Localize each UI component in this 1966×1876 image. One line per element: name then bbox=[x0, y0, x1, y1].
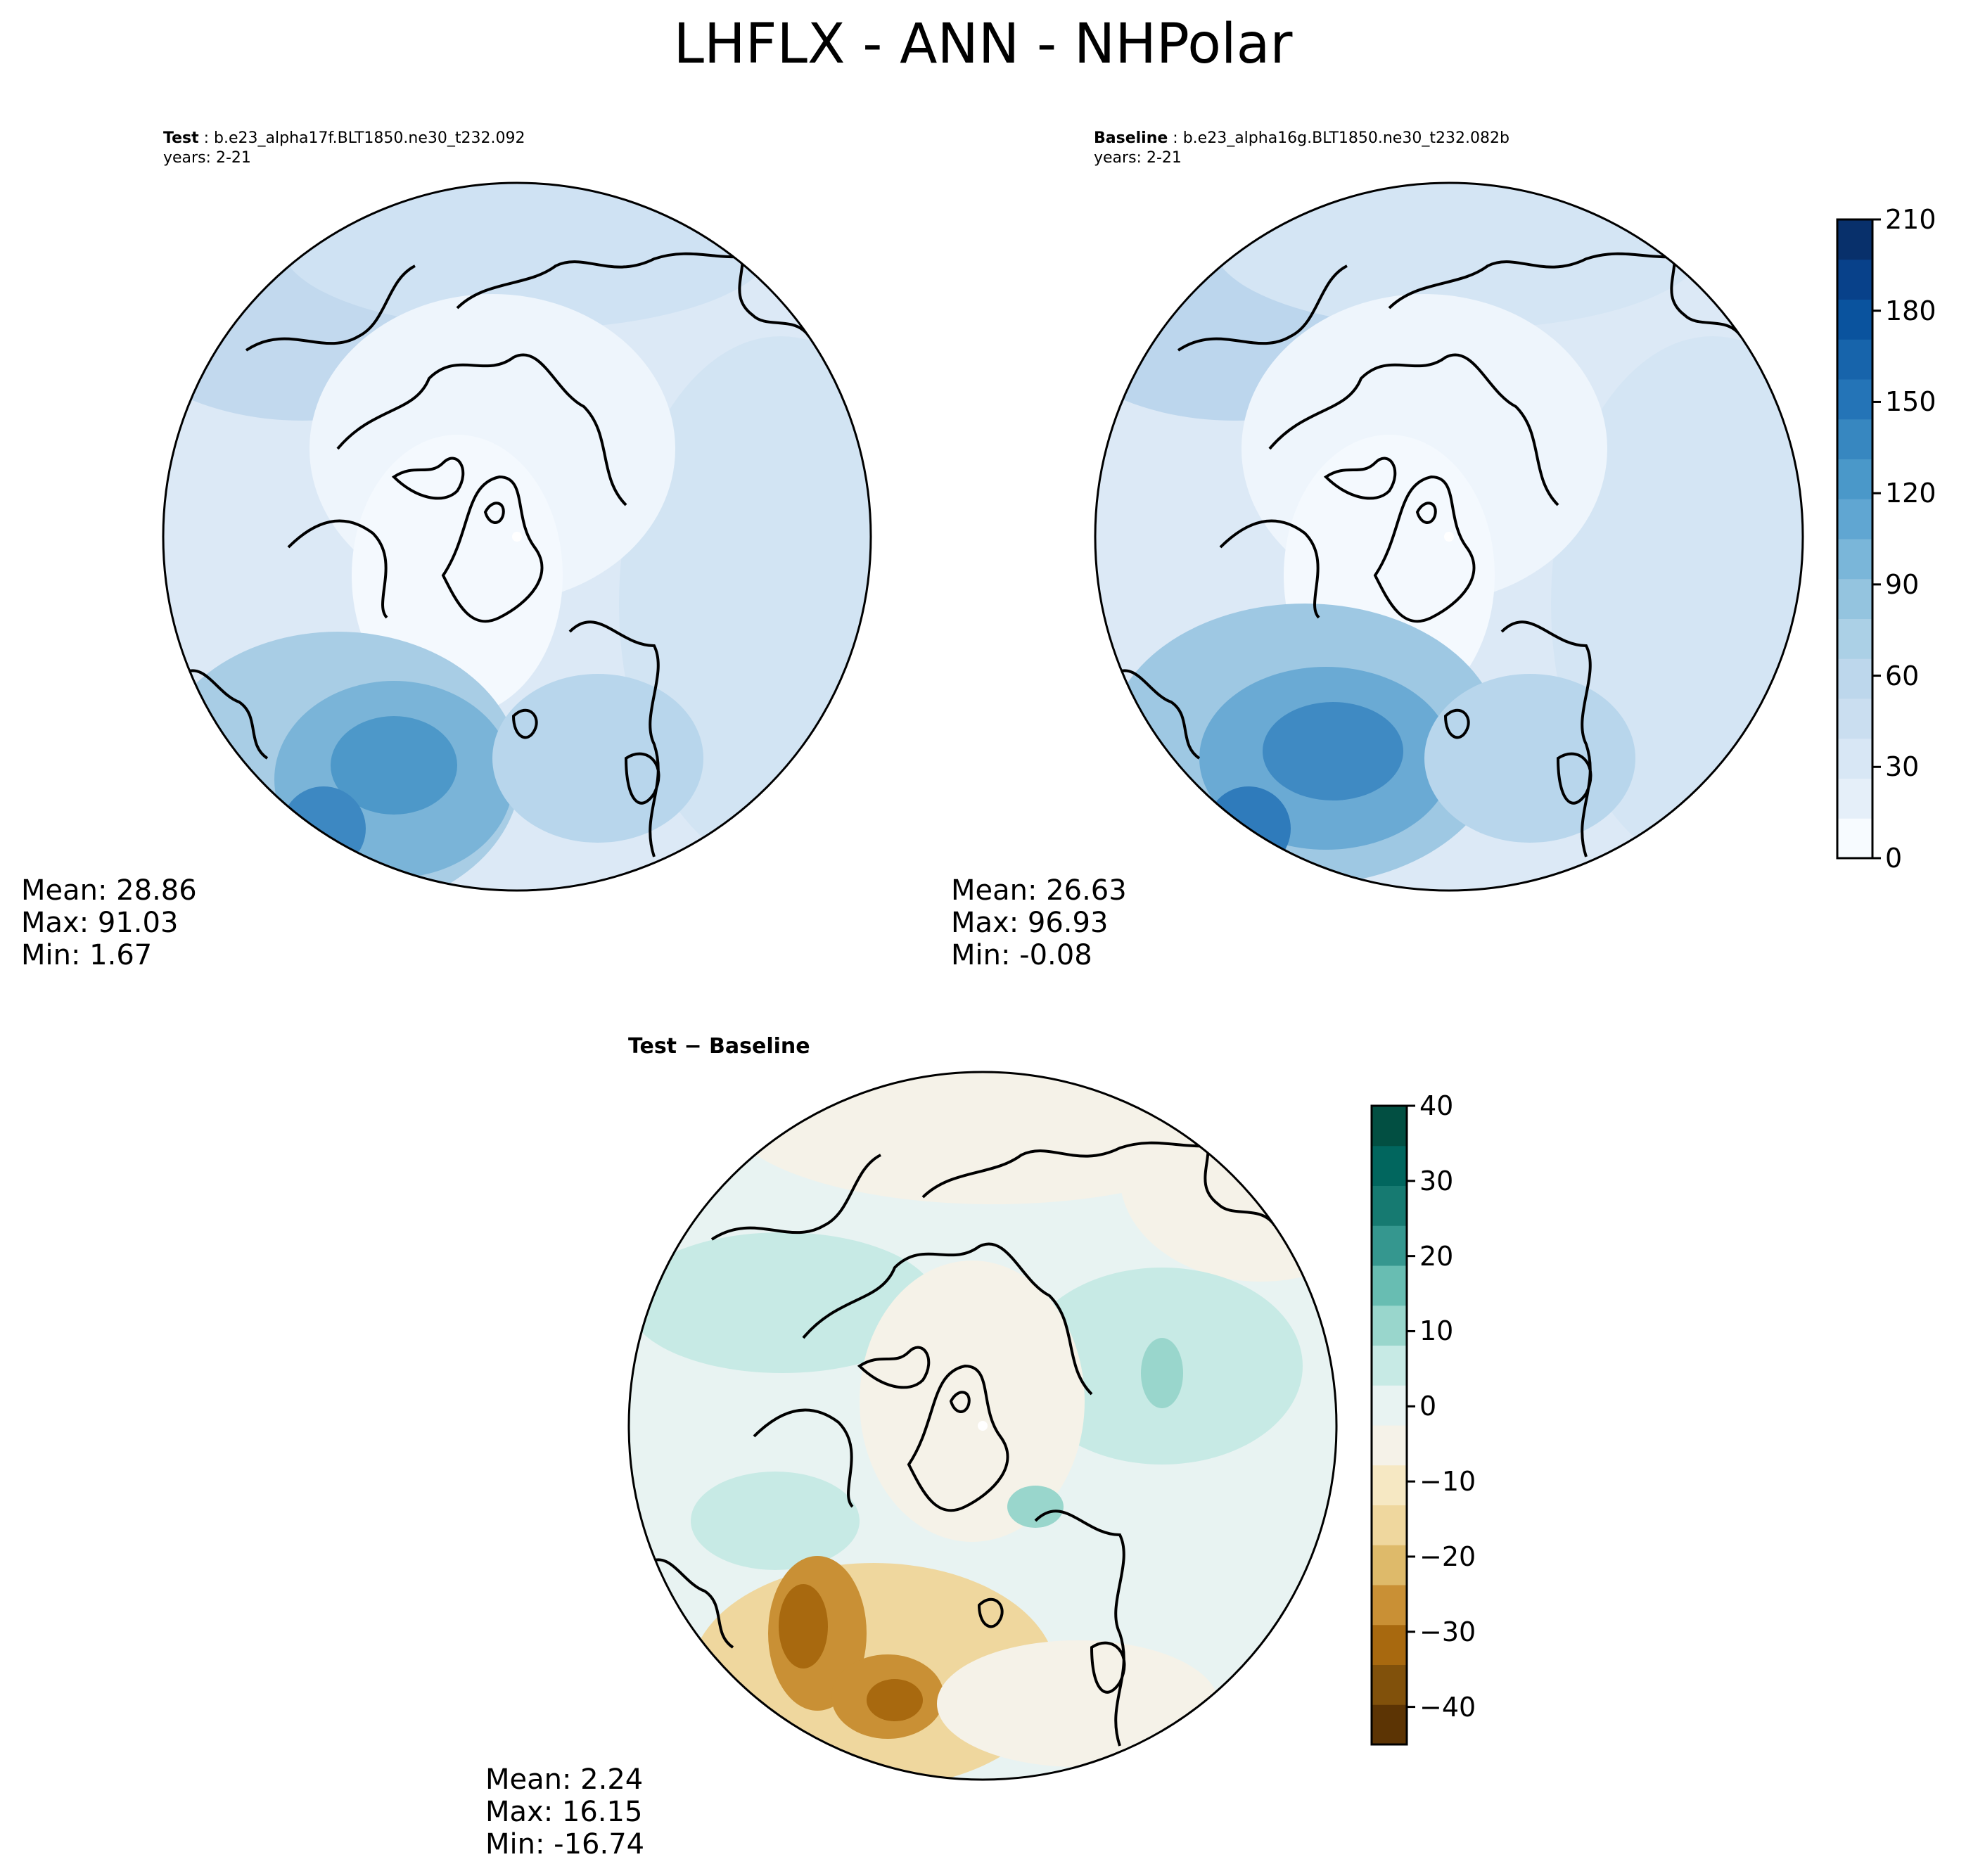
colorbar-tick-label: 30 bbox=[1885, 751, 1920, 783]
colorbar-outline bbox=[1836, 218, 1874, 860]
colorbar-tick-label: 0 bbox=[1885, 843, 1903, 874]
colorbar-tick-label: 210 bbox=[1885, 204, 1936, 235]
diff-polar-map bbox=[627, 1071, 1338, 1781]
colorbar-segment bbox=[1372, 1305, 1407, 1346]
baseline-label: Baseline bbox=[1094, 129, 1168, 147]
test-case-name: b.e23_alpha17f.BLT1850.ne30_t232.092 bbox=[214, 129, 525, 147]
colorbar-tick-label: −30 bbox=[1419, 1616, 1476, 1647]
colorbar-tick-label: −10 bbox=[1419, 1466, 1476, 1498]
figure-title: LHFLX - ANN - NHPolar bbox=[673, 13, 1293, 76]
colorbar-segment bbox=[1837, 379, 1872, 420]
colorbar-tick-label: 20 bbox=[1419, 1240, 1454, 1272]
baseline-max: Max: 96.93 bbox=[951, 907, 1109, 939]
baseline-min: Min: -0.08 bbox=[951, 939, 1092, 971]
test-max: Max: 91.03 bbox=[21, 907, 179, 939]
colorbar-segment bbox=[1837, 299, 1872, 340]
colorbar-segment bbox=[1837, 419, 1872, 459]
colorbar-segment bbox=[1837, 738, 1872, 779]
colorbar-segment bbox=[1372, 1664, 1407, 1705]
colorbar-segment bbox=[1372, 1505, 1407, 1545]
colorbar-segment bbox=[1372, 1704, 1407, 1745]
colorbar-segment bbox=[1372, 1145, 1407, 1186]
colorbar-segment bbox=[1837, 499, 1872, 540]
colorbar-segment bbox=[1372, 1265, 1407, 1306]
colorbar-tick-label: 40 bbox=[1419, 1090, 1454, 1121]
colorbar-segment bbox=[1837, 618, 1872, 659]
diff-mean: Mean: 2.24 bbox=[485, 1763, 644, 1796]
colorbar-tick-label: 90 bbox=[1885, 568, 1920, 600]
colorbar-tick-label: 60 bbox=[1885, 660, 1920, 691]
colorbar-tick-label: −20 bbox=[1419, 1540, 1476, 1572]
colorbar-segment bbox=[1372, 1385, 1407, 1426]
test-years: years: 2-21 bbox=[163, 149, 251, 167]
diff-min: Min: -16.74 bbox=[485, 1828, 645, 1861]
colorbar-tick-label: 10 bbox=[1419, 1315, 1454, 1347]
test-polar-map bbox=[162, 181, 872, 892]
colorbar-tick-label: 0 bbox=[1419, 1391, 1437, 1422]
test-label: Test bbox=[163, 129, 199, 147]
colorbar-segment bbox=[1372, 1465, 1407, 1505]
diff-max: Max: 16.15 bbox=[485, 1796, 643, 1828]
colorbar-segment bbox=[1372, 1425, 1407, 1466]
diff-title: Test − Baseline bbox=[628, 1034, 810, 1059]
colorbar-segment bbox=[1837, 658, 1872, 699]
test-case-header: Test : b.e23_alpha17f.BLT1850.ne30_t232.… bbox=[163, 129, 525, 167]
colorbar-segment bbox=[1837, 539, 1872, 580]
colorbar-segment bbox=[1372, 1106, 1407, 1147]
colorbar-segment bbox=[1837, 818, 1872, 859]
colorbar-tick-label: −40 bbox=[1419, 1691, 1476, 1723]
colorbar-absolute bbox=[1836, 218, 1881, 860]
colorbar-segment bbox=[1837, 778, 1872, 819]
colorbar-tick-label: 30 bbox=[1419, 1165, 1454, 1197]
baseline-stats: Mean: 26.63 Max: 96.93 Min: -0.08 bbox=[951, 874, 1127, 971]
baseline-case-name: b.e23_alpha16g.BLT1850.ne30_t232.082b bbox=[1182, 129, 1509, 147]
colorbar-segment bbox=[1837, 698, 1872, 739]
colorbar-segment bbox=[1372, 1624, 1407, 1665]
colorbar-segment bbox=[1837, 259, 1872, 300]
colorbar-tick-label: 180 bbox=[1885, 295, 1936, 326]
test-min: Min: 1.67 bbox=[21, 939, 153, 971]
colorbar-segment bbox=[1372, 1545, 1407, 1585]
test-mean: Mean: 28.86 bbox=[21, 874, 197, 907]
baseline-case-header: Baseline : b.e23_alpha16g.BLT1850.ne30_t… bbox=[1094, 129, 1509, 167]
baseline-years: years: 2-21 bbox=[1094, 149, 1182, 167]
colorbar-segment bbox=[1837, 219, 1872, 260]
colorbar-segment bbox=[1837, 459, 1872, 499]
colorbar-segment bbox=[1372, 1225, 1407, 1266]
baseline-mean: Mean: 26.63 bbox=[951, 874, 1127, 907]
colorbar-segment bbox=[1837, 578, 1872, 619]
colorbar-segment bbox=[1372, 1585, 1407, 1626]
colorbar-difference bbox=[1370, 1104, 1415, 1746]
colorbar-segment bbox=[1837, 339, 1872, 380]
diff-stats: Mean: 2.24 Max: 16.15 Min: -16.74 bbox=[485, 1763, 644, 1861]
colorbar-segment bbox=[1372, 1185, 1407, 1226]
baseline-polar-map bbox=[1094, 181, 1804, 892]
colorbar-tick-label: 120 bbox=[1885, 478, 1936, 509]
colorbar-outline bbox=[1370, 1104, 1408, 1746]
colorbar-segment bbox=[1372, 1345, 1407, 1386]
colorbar-tick-label: 150 bbox=[1885, 386, 1936, 418]
test-stats: Mean: 28.86 Max: 91.03 Min: 1.67 bbox=[21, 874, 197, 971]
